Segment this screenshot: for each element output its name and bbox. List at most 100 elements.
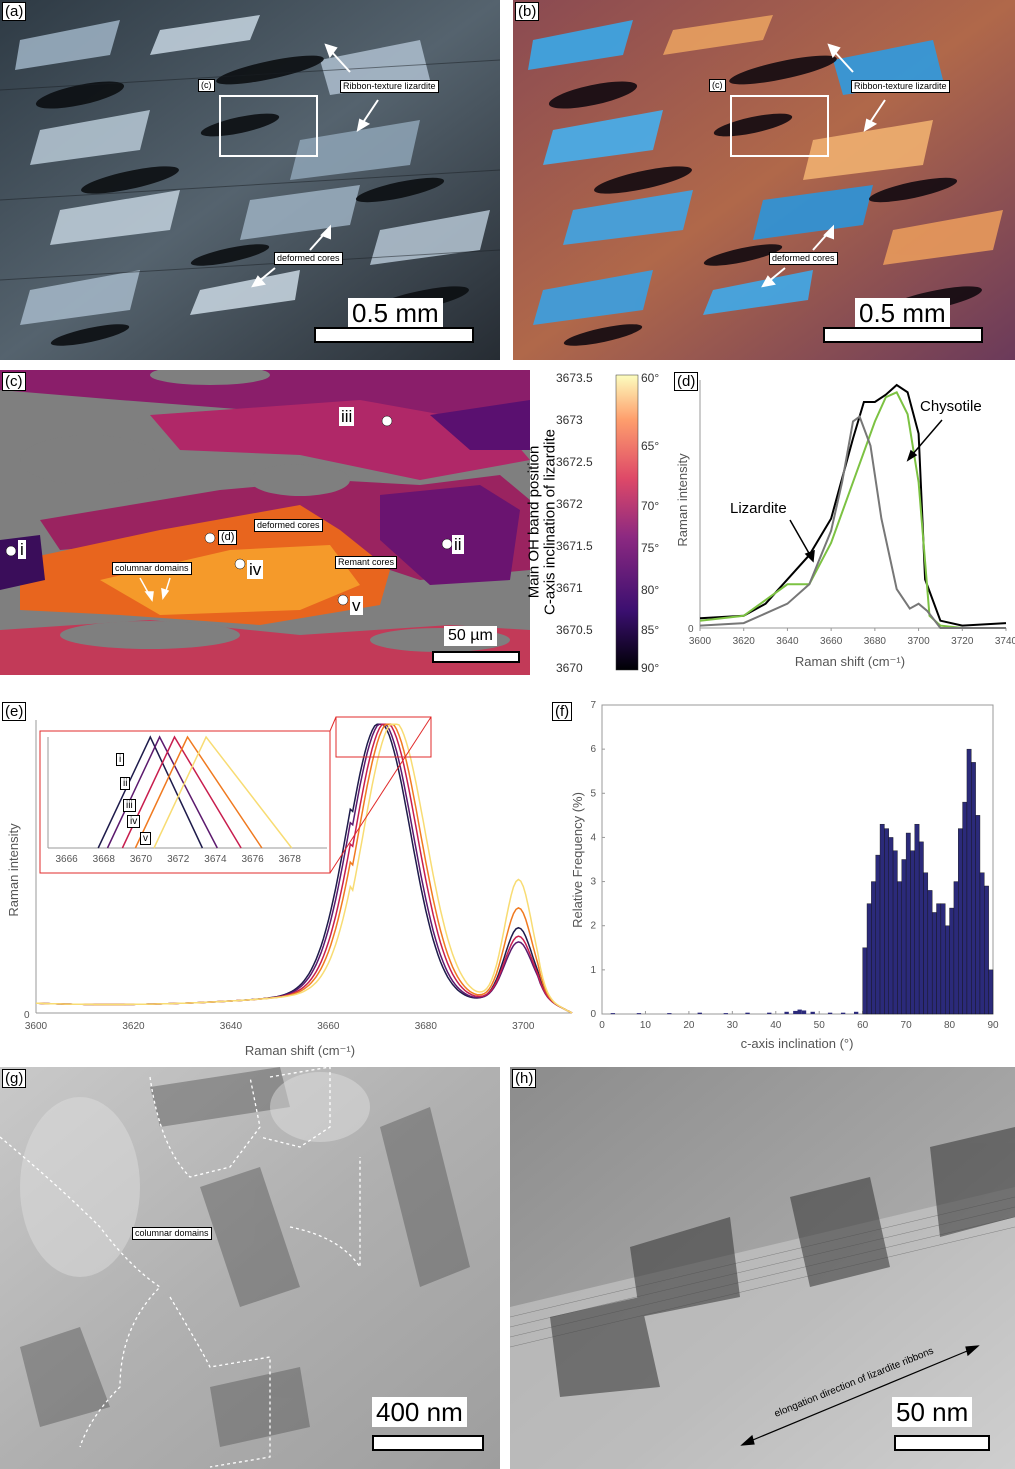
x-tick-label: 50 xyxy=(814,1020,826,1031)
spectrum-line-v xyxy=(35,723,573,1014)
x-tick-label: 3640 xyxy=(220,1021,243,1032)
inset-tag-c: (c) xyxy=(198,79,215,92)
x-tick-label: 3700 xyxy=(907,636,930,647)
ribbon-annotation: Ribbon-texture lizardite xyxy=(851,80,950,93)
panel-a-micrograph: (a) (c) Ribbon-texture lizardite deforme… xyxy=(0,0,500,360)
histogram-bar xyxy=(892,850,898,1015)
inset-line-iv xyxy=(134,735,263,849)
histogram-bar xyxy=(918,841,924,1015)
histogram-bar xyxy=(853,1011,859,1014)
inset-box xyxy=(730,95,829,157)
cbar-left-tick: 3673 xyxy=(556,413,583,427)
histogram-bar xyxy=(797,1009,802,1014)
histogram-bar xyxy=(888,837,894,1015)
histogram-bar xyxy=(979,872,985,1015)
histogram-bar xyxy=(905,832,911,1015)
scale-label: 50 µm xyxy=(444,626,497,646)
inset-point-ii: ii xyxy=(120,777,131,790)
histogram-bar xyxy=(697,1012,702,1014)
inset-point-iv: iv xyxy=(127,815,141,828)
x-tick-label: 10 xyxy=(640,1020,652,1031)
inset-x-tick-label: 3674 xyxy=(204,854,227,865)
panel-d-label: (d) xyxy=(674,372,699,391)
cores-annotation: deformed cores xyxy=(274,252,343,265)
histogram-bar xyxy=(931,912,937,1015)
x-tick-label: 3660 xyxy=(317,1021,340,1032)
histogram-bar xyxy=(767,1012,772,1014)
cbar-right-tick: 75° xyxy=(641,541,660,555)
histogram-bar xyxy=(953,881,959,1015)
point-d-tag: (d) xyxy=(218,530,238,545)
histogram-bar xyxy=(636,1013,642,1015)
x-tick-label: 3720 xyxy=(951,636,974,647)
spectrum-line-2 xyxy=(699,415,1006,629)
histogram-bar xyxy=(945,925,950,1015)
histogram-bar xyxy=(936,903,942,1015)
cbar-right-tick: 70° xyxy=(641,499,660,513)
histogram-bar xyxy=(801,1010,807,1014)
panel-c-label: (c) xyxy=(2,372,26,391)
y-tick-label: 0 xyxy=(590,1009,596,1020)
deformed-cores-annotation: deformed cores xyxy=(254,519,323,532)
cbar-left-tick: 3670.5 xyxy=(556,623,593,637)
histogram-bar xyxy=(910,850,916,1015)
histogram-bar xyxy=(723,1013,728,1015)
x-tick-label: 40 xyxy=(770,1020,782,1031)
histogram-bar xyxy=(897,881,902,1015)
cbar-right-tick: 85° xyxy=(641,623,660,637)
inset-tag-c: (c) xyxy=(709,79,726,92)
panel-b-label: (b) xyxy=(515,2,540,21)
y-axis-label: Relative Frequency (%) xyxy=(570,792,585,928)
inset-x-tick-label: 3676 xyxy=(241,854,264,865)
scale-bar xyxy=(432,651,520,663)
y-tick-label: 7 xyxy=(590,700,596,711)
panel-c-raman-map: (c) i ii iii iv v (d) deformed cores col… xyxy=(0,370,530,675)
inset-point-iii: iii xyxy=(123,799,136,812)
cbar-left-tick: 3671 xyxy=(556,581,583,595)
columnar-domains-annotation: columnar domains xyxy=(132,1227,212,1240)
x-tick-label: 3680 xyxy=(864,636,887,647)
histogram-bar xyxy=(866,903,872,1015)
panel-f-label: (f) xyxy=(552,702,573,721)
x-tick-label: 30 xyxy=(727,1020,739,1031)
inset-x-tick-label: 3668 xyxy=(93,854,116,865)
cbar-left-tick: 3672 xyxy=(556,497,583,511)
inset-line-v xyxy=(153,735,293,849)
colorbar: 3673.5 3673 3672.5 3672 3671.5 3671 3670… xyxy=(520,370,670,675)
x-tick-label: 3600 xyxy=(25,1021,48,1032)
histogram-bar xyxy=(940,903,946,1015)
histogram-bar xyxy=(958,828,963,1015)
histogram-bar xyxy=(810,1011,815,1014)
scale-bar xyxy=(823,327,983,343)
cbar-left-tick: 3672.5 xyxy=(556,455,593,469)
histogram-bar xyxy=(884,828,889,1015)
panel-e-chart: 3600 3620 3640 3660 3680 3700 3666 3668 3670 367… xyxy=(0,700,580,1060)
panel-d-chart: 3600 3620 3640 3660 3680 3700 3720 3740 0 Raman… xyxy=(672,370,1015,675)
panel-e-svg: 3600 3620 3640 3660 3680 3700 3666 3668 3670 367… xyxy=(6,716,573,1058)
lizardite-annotation: Lizardite xyxy=(730,500,787,517)
chrysotile-annotation: Chysotile xyxy=(920,398,982,415)
x-tick-label: 3600 xyxy=(689,636,712,647)
histogram-bar xyxy=(988,969,994,1015)
spectrum-line-0 xyxy=(699,383,1007,627)
inset-x-tick-label: 3670 xyxy=(130,854,153,865)
histogram-bar xyxy=(923,872,929,1015)
columnar-domains-annotation: columnar domains xyxy=(112,562,192,575)
cbar-left-tick: 3671.5 xyxy=(556,539,593,553)
y-tick-label: 6 xyxy=(590,744,596,755)
cores-annotation: deformed cores xyxy=(769,252,838,265)
cbar-right-tick: 90° xyxy=(641,661,660,675)
histogram-bar xyxy=(875,854,881,1015)
scale-bar xyxy=(894,1435,990,1451)
inset-x-tick-label: 3666 xyxy=(55,854,78,865)
x-tick-label: 3740 xyxy=(995,636,1015,647)
y-tick-label: 3 xyxy=(590,877,596,888)
point-v: v xyxy=(350,596,363,615)
remant-cores-annotation: Remant cores xyxy=(335,556,398,569)
histogram-bar xyxy=(914,823,920,1015)
histogram-bar xyxy=(949,907,955,1015)
x-tick-label: 3680 xyxy=(415,1021,438,1032)
scale-label: 50 nm xyxy=(892,1397,973,1427)
x-tick-label: 3620 xyxy=(122,1021,145,1032)
point-iv: iv xyxy=(247,560,264,579)
